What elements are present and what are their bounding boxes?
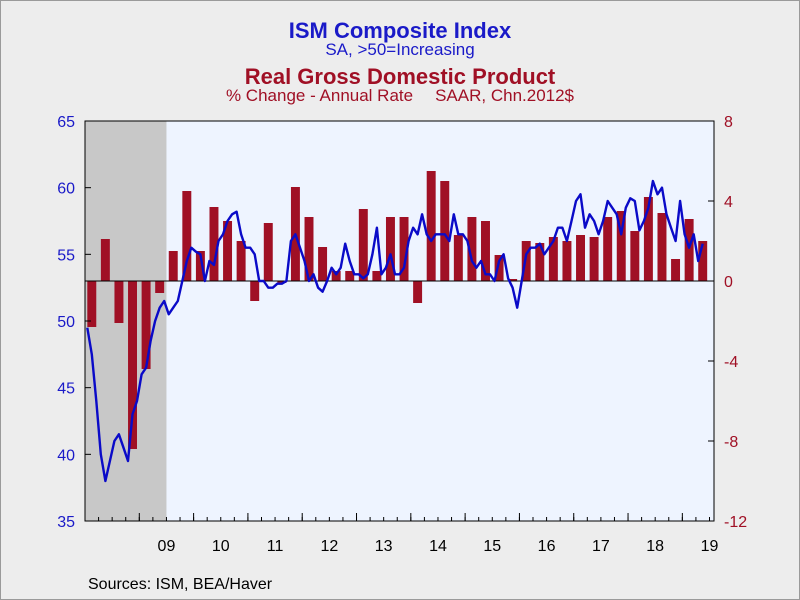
gdp-bar — [467, 217, 477, 281]
gdp-bar — [168, 251, 178, 281]
gdp-bar — [331, 271, 341, 281]
gdp-bar — [576, 235, 586, 281]
gdp-bar — [535, 243, 545, 281]
gdp-bar — [345, 271, 355, 281]
x-tick-label: 19 — [701, 538, 719, 555]
gdp-bar — [413, 281, 423, 303]
gdp-bar — [385, 217, 395, 281]
gdp-bar — [481, 221, 490, 281]
gdp-title: Real Gross Domestic Product — [244, 64, 556, 89]
x-tick-label: 10 — [212, 538, 230, 555]
gdp-bar — [440, 181, 450, 281]
left-axis: 35 40 45 50 55 60 65 — [57, 114, 91, 531]
ism-line — [86, 179, 704, 483]
gdp-bar — [603, 217, 613, 281]
x-tick-label: 13 — [375, 538, 393, 555]
gdp-bar — [100, 239, 110, 281]
gdp-bar — [399, 217, 409, 281]
gdp-bar — [657, 213, 667, 281]
x-tick-label: 18 — [646, 538, 664, 555]
x-tick-label: 11 — [267, 538, 284, 555]
gdp-bar — [141, 281, 151, 369]
source-note: Sources: ISM, BEA/Haver — [88, 576, 273, 593]
x-axis: 09 10 11 12 13 14 15 16 17 18 19 — [84, 513, 719, 555]
left-tick-label: 65 — [57, 114, 75, 131]
plot-area — [85, 121, 714, 521]
gdp-subtitle-basis: SAAR, Chn.2012$ — [435, 86, 575, 105]
gdp-bar — [643, 197, 653, 281]
x-tick-label: 14 — [429, 538, 447, 555]
gdp-bar — [209, 207, 219, 281]
gdp-bar — [684, 219, 694, 281]
gdp-bar — [128, 281, 137, 449]
left-tick-label: 60 — [57, 181, 75, 198]
gdp-bar — [318, 247, 328, 281]
left-tick-label: 35 — [57, 514, 75, 531]
right-tick-label: -8 — [724, 434, 738, 451]
gdp-subtitle-units: % Change - Annual Rate — [225, 86, 414, 105]
x-tick-label: 17 — [592, 538, 610, 555]
gdp-bar — [304, 217, 314, 281]
gdp-bar — [426, 171, 436, 281]
gdp-subtitle: % Change - Annual Rate SAAR, Chn.2012$ — [0, 86, 800, 106]
gdp-bar — [671, 259, 681, 281]
gdp-bar — [87, 281, 97, 327]
right-tick-label: 8 — [724, 114, 733, 131]
right-tick-label: -4 — [724, 354, 738, 371]
gdp-bar — [358, 209, 368, 281]
gdp-bar — [277, 281, 287, 283]
right-axis: -12 -8 -4 0 4 8 — [708, 114, 747, 531]
gdp-bar — [263, 223, 273, 281]
gdp-bar — [223, 221, 233, 281]
x-tick-label: 09 — [158, 538, 176, 555]
gdp-bar — [155, 281, 165, 293]
gdp-bar — [616, 211, 626, 281]
gdp-bar — [508, 279, 518, 281]
right-tick-label: -12 — [724, 514, 747, 531]
left-tick-label: 45 — [57, 381, 75, 398]
x-tick-label: 15 — [483, 538, 501, 555]
gdp-bar — [250, 281, 260, 301]
left-tick-label: 55 — [57, 247, 75, 264]
gdp-bar — [182, 191, 192, 281]
gdp-bar — [114, 281, 124, 323]
gdp-bar — [372, 271, 382, 281]
gdp-bar — [548, 237, 558, 281]
left-tick-label: 50 — [57, 314, 75, 331]
ism-subtitle: SA, >50=Increasing — [325, 40, 475, 59]
right-tick-label: 0 — [724, 274, 733, 291]
x-tick-label: 12 — [320, 538, 338, 555]
gdp-bar — [236, 241, 246, 281]
gdp-bar — [195, 251, 205, 281]
x-tick-label: 16 — [538, 538, 556, 555]
gdp-bar — [562, 241, 572, 281]
gdp-bar — [589, 237, 599, 281]
right-tick-label: 4 — [724, 194, 733, 211]
gdp-bar — [698, 241, 708, 281]
ism-title: ISM Composite Index — [288, 18, 512, 43]
gdp-bar — [453, 235, 463, 281]
left-tick-label: 40 — [57, 447, 75, 464]
gdp-bar — [630, 231, 640, 281]
gdp-bar — [494, 255, 504, 281]
